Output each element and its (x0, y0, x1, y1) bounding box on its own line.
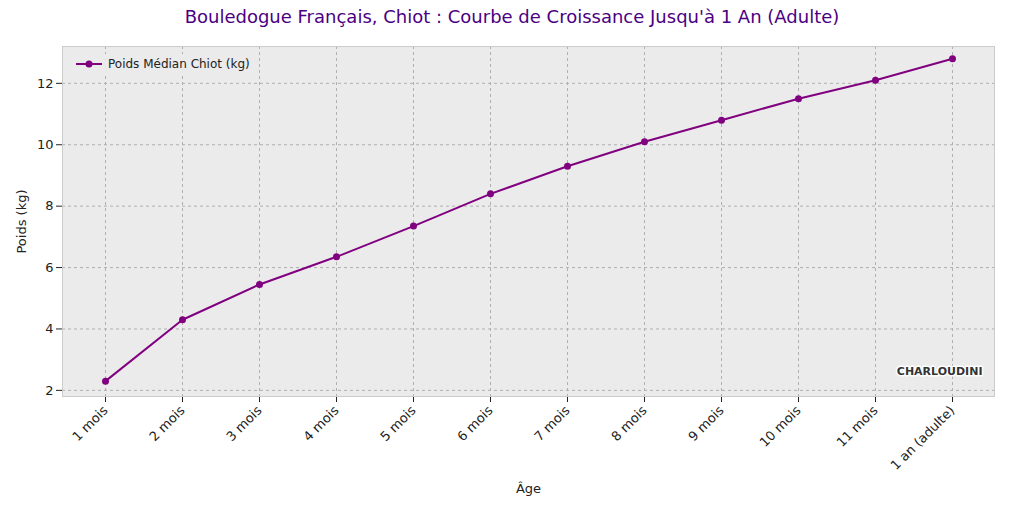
svg-text:6: 6 (45, 260, 53, 275)
svg-text:8 mois: 8 mois (608, 403, 649, 444)
svg-text:2: 2 (45, 383, 53, 398)
html-text:Poids Médian Chiot (kg): Poids Médian Chiot (kg) (108, 57, 250, 71)
svg-text:6 mois: 6 mois (454, 403, 495, 444)
svg-text:4: 4 (45, 321, 53, 336)
svg-text:2 mois: 2 mois (146, 403, 187, 444)
svg-text:7 mois: 7 mois (531, 403, 572, 444)
html-text:Bouledogue Français, Chiot : C: Bouledogue Français, Chiot : Courbe de C… (184, 6, 840, 27)
svg-text:11 mois: 11 mois (833, 403, 880, 450)
svg-text:10 mois: 10 mois (756, 403, 803, 450)
svg-text:10: 10 (37, 137, 54, 152)
svg-text:5 mois: 5 mois (377, 403, 418, 444)
svg-text:9 mois: 9 mois (685, 403, 726, 444)
svg-text:4 mois: 4 mois (300, 403, 341, 444)
svg-text:3 mois: 3 mois (223, 403, 264, 444)
svg-text:CHARLOUDINI: CHARLOUDINI (897, 365, 983, 378)
svg-text:Âge: Âge (516, 481, 541, 496)
svg-text:Poids (kg): Poids (kg) (14, 189, 29, 253)
svg-text:1 mois: 1 mois (69, 403, 110, 444)
svg-text:1 an (adulte): 1 an (adulte) (888, 403, 958, 473)
svg-text:8: 8 (45, 198, 53, 213)
svg-text:12: 12 (37, 76, 54, 91)
